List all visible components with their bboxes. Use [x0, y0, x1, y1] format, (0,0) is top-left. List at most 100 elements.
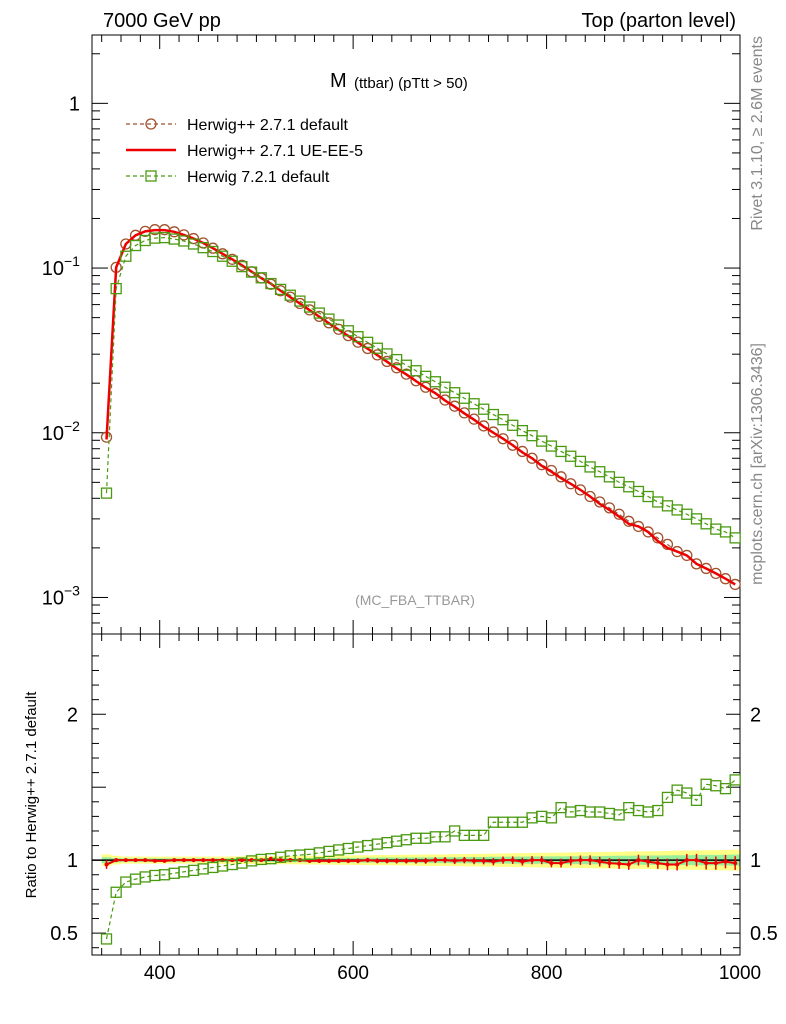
- ratio-point-red: [152, 858, 157, 863]
- ratio-point-green: [545, 812, 558, 824]
- ratio-point-red: [201, 858, 206, 863]
- ratio-point-red: [104, 862, 109, 867]
- ratio-point-red: [443, 858, 448, 863]
- data-point-circle: [700, 562, 712, 575]
- ratio-point-red: [423, 858, 428, 863]
- data-point-circle: [565, 478, 577, 490]
- data-point-square: [361, 336, 374, 348]
- ratio-point-red: [675, 862, 680, 867]
- mcplots-credit-label: mcplots.cern.ch [arXiv:1306.3436]: [749, 343, 766, 585]
- ratio-point-red: [723, 859, 728, 864]
- data-point-circle: [545, 464, 558, 477]
- data-point-square: [449, 387, 461, 399]
- ratio-y-tick-label-right: 1: [750, 850, 761, 872]
- x-tick-label: 1000: [719, 963, 761, 984]
- ratio-point-green: [623, 801, 635, 814]
- ratio-point-red: [404, 858, 409, 863]
- ratio-point-red: [588, 858, 593, 863]
- ratio-point-red: [568, 858, 573, 863]
- data-point-square: [313, 307, 325, 319]
- data-point-circle: [449, 400, 461, 412]
- data-point-square: [719, 526, 732, 538]
- data-point-square: [342, 325, 354, 337]
- header-left-label: 7000 GeV pp: [103, 10, 221, 32]
- data-point-circle: [729, 578, 741, 591]
- data-point-square: [245, 266, 258, 278]
- plot-title: M: [330, 70, 347, 92]
- ratio-y-tick-label: 1: [67, 850, 78, 872]
- watermark-label: (MC_FBA_TTBAR): [355, 592, 475, 608]
- ratio-point-red: [346, 858, 351, 863]
- ratio-point-red: [326, 858, 331, 863]
- ratio-point-red: [694, 858, 699, 863]
- data-point-circle: [671, 545, 683, 558]
- ratio-point-red: [733, 861, 738, 866]
- data-point-circle: [429, 387, 441, 400]
- data-point-circle: [681, 549, 693, 562]
- x-tick-label: 400: [144, 963, 176, 984]
- ratio-point-red: [172, 858, 177, 863]
- ratio-point-red: [317, 858, 322, 863]
- ratio-point-red: [268, 856, 273, 861]
- ratio-point-red: [704, 861, 709, 866]
- data-point-circle: [719, 573, 732, 585]
- data-point-square: [381, 348, 393, 360]
- data-point-circle: [497, 433, 509, 445]
- ratio-point-green: [661, 791, 674, 804]
- data-point-square: [255, 272, 267, 284]
- data-point-square: [603, 471, 616, 483]
- data-point-circle: [468, 413, 480, 425]
- legend-label: Herwig++ 2.7.1 default: [187, 117, 349, 134]
- ratio-point-red: [520, 859, 525, 864]
- data-point-square: [332, 319, 345, 331]
- ratio-point-red: [181, 858, 186, 863]
- ratio-point-green: [439, 831, 451, 843]
- ratio-point-red: [549, 861, 554, 866]
- series-0: [100, 224, 741, 591]
- data-point-square: [584, 461, 596, 473]
- ratio-point-red: [384, 858, 389, 863]
- ratio-axis-label: Ratio to Herwig++ 2.7.1 default: [23, 691, 40, 899]
- x-tick-label: 800: [531, 963, 563, 984]
- ratio-y-tick-label-right: 2: [750, 704, 761, 726]
- data-point-circle: [516, 445, 529, 458]
- ratio-point-red: [510, 858, 515, 863]
- data-point-square: [729, 532, 741, 544]
- ratio-point-red: [636, 858, 641, 863]
- ratio-point-red: [355, 858, 360, 863]
- ratio-point-red: [162, 858, 167, 863]
- ratio-point-red: [114, 858, 119, 863]
- ratio-y-tick-label: 0.5: [50, 923, 78, 945]
- ratio-point-red: [491, 859, 496, 864]
- ratio-point-red: [375, 858, 380, 863]
- data-point-circle: [536, 459, 548, 471]
- ratio-point-red: [452, 858, 457, 863]
- ratio-point-red: [481, 858, 486, 863]
- ratio-plot-frame: [91, 633, 741, 956]
- ratio-plot-panel: 400 600 800 1000 0.5 1 2 0.5 1 2: [50, 633, 778, 984]
- ratio-point-red: [501, 858, 506, 863]
- ratio-point-red: [239, 858, 244, 863]
- data-point-square: [323, 313, 335, 325]
- data-point-circle: [458, 407, 471, 419]
- y-tick-label: 1: [69, 93, 80, 115]
- rivet-version-label: Rivet 3.1.10, ≥ 2.6M events: [749, 36, 766, 231]
- data-point-square: [516, 424, 529, 437]
- ratio-point-red: [646, 859, 651, 864]
- ratio-point-red: [655, 861, 660, 866]
- x-tick-label: 600: [337, 963, 369, 984]
- data-point-square: [371, 342, 383, 354]
- data-point-circle: [507, 439, 519, 451]
- data-point-circle: [710, 567, 722, 580]
- ratio-point-green: [555, 801, 567, 814]
- data-point-square: [303, 301, 316, 313]
- ratio-point-green: [110, 886, 122, 898]
- ratio-point-green: [613, 809, 625, 821]
- ratio-y-tick-label: 2: [67, 704, 78, 726]
- legend-marker-square: [145, 170, 157, 182]
- y-tick-label-exponent: −1: [64, 253, 80, 269]
- ratio-point-red: [617, 861, 622, 866]
- ratio-y-tick-label-right: 0.5: [750, 923, 778, 945]
- y-tick-label: 10: [42, 258, 64, 280]
- ratio-point-red: [278, 858, 283, 863]
